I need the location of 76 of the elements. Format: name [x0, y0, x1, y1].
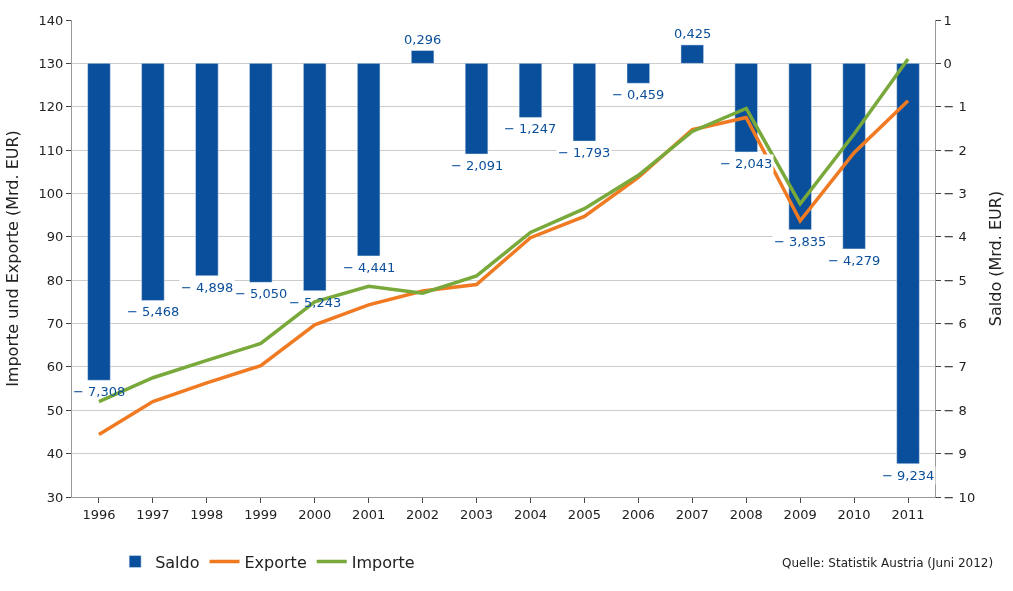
y-tick-label: 60 — [46, 359, 64, 375]
y-tick-label: 120 — [38, 99, 64, 115]
bar — [788, 63, 812, 230]
legend-label: Importe — [351, 552, 415, 572]
x-tick-label: 2002 — [406, 506, 440, 522]
y2-tick-label: − 8 — [943, 402, 967, 418]
y2-tick-label: − 4 — [943, 229, 967, 245]
x-tick-label: 2008 — [729, 506, 763, 522]
bar — [357, 63, 381, 257]
y2-tick-label: − 7 — [943, 359, 967, 375]
data-label: − 1,793 — [558, 145, 611, 160]
x-tick-label: 2009 — [783, 506, 817, 522]
y2-tick-label: 1 — [943, 12, 952, 28]
y2-tick-label: − 9 — [943, 446, 967, 462]
bar — [411, 50, 435, 64]
x-tick-label: 1996 — [82, 506, 116, 522]
y-tick-label: 100 — [38, 186, 64, 201]
y-tick-label: 90 — [46, 229, 64, 245]
bar — [87, 63, 111, 381]
data-label: − 2,043 — [720, 156, 773, 171]
x-tick-label: 2005 — [567, 506, 601, 522]
x-tick-label: 2010 — [837, 506, 871, 522]
legend-label: Exporte — [244, 552, 307, 572]
y-tick-label: 30 — [46, 489, 64, 505]
data-label: − 4,441 — [343, 260, 396, 275]
x-tick-label: 2007 — [675, 506, 709, 522]
bar — [680, 44, 704, 64]
x-tick-label: 2000 — [298, 506, 332, 522]
data-label: − 4,898 — [181, 280, 234, 295]
y-tick-label: 80 — [46, 272, 64, 288]
y-tick-label: 140 — [38, 12, 64, 28]
data-label: − 1,247 — [504, 121, 557, 136]
bar — [842, 63, 866, 250]
data-label: − 2,091 — [451, 158, 504, 173]
y2-tick-label: − 2 — [943, 142, 967, 158]
y-tick-label: 70 — [46, 316, 64, 332]
x-tick-label: 1997 — [136, 506, 170, 522]
bar — [572, 63, 596, 142]
y2-tick-label: − 6 — [943, 316, 967, 332]
source-note: Quelle: Statistik Austria (Juni 2012) — [782, 556, 994, 570]
y-tick-label: 110 — [38, 142, 64, 158]
bar — [303, 63, 327, 291]
y-tick-label: 50 — [46, 402, 64, 418]
y-tick-label: 130 — [38, 55, 64, 71]
y2-axis-title: Saldo (Mrd. EUR) — [985, 190, 1005, 327]
y-tick-label: 40 — [46, 446, 64, 462]
bar — [518, 63, 543, 118]
x-tick-label: 2004 — [513, 506, 548, 522]
y2-tick-label: − 5 — [943, 272, 967, 288]
y2-tick-label: − 10 — [943, 489, 976, 505]
bar — [626, 63, 650, 84]
x-tick-label: 2001 — [352, 506, 386, 522]
data-label: 0,425 — [674, 26, 712, 41]
x-tick-label: 1998 — [190, 506, 224, 522]
legend-label: Saldo — [155, 552, 200, 572]
bar — [464, 63, 489, 155]
y-axis-title: Importe und Exporte (Mrd. EUR) — [3, 130, 23, 387]
y2-tick-label: − 3 — [943, 186, 967, 201]
y2-tick-label: − 1 — [943, 99, 967, 115]
x-tick-label: 2006 — [621, 506, 655, 522]
data-label: − 7,308 — [73, 384, 126, 399]
data-label: − 4,279 — [828, 253, 881, 268]
x-tick-label: 1999 — [244, 506, 278, 522]
y2-tick-label: 0 — [943, 55, 952, 71]
bar — [896, 63, 920, 465]
x-tick-label: 2011 — [891, 506, 925, 522]
data-label: − 5,468 — [127, 304, 180, 319]
data-label: − 9,234 — [882, 468, 935, 483]
bar — [141, 63, 165, 301]
bar — [249, 63, 273, 283]
data-label: − 5,050 — [235, 286, 288, 301]
bar — [195, 63, 219, 277]
data-label: − 3,835 — [774, 234, 827, 249]
data-label: − 0,459 — [612, 87, 665, 102]
data-label: 0,296 — [404, 32, 442, 47]
x-tick-label: 2003 — [459, 506, 494, 522]
